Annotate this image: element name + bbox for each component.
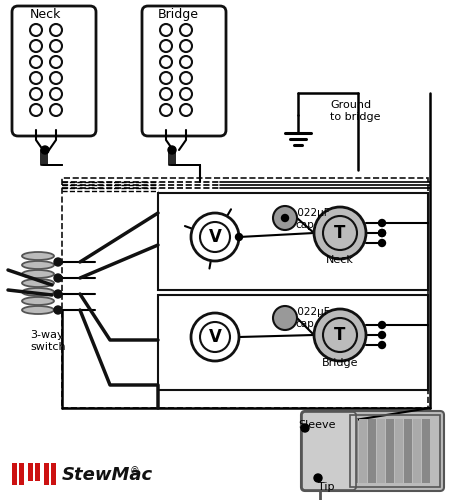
Bar — [62, 178, 427, 408]
Circle shape — [41, 146, 49, 154]
Circle shape — [54, 274, 62, 282]
Circle shape — [377, 322, 385, 328]
Bar — [158, 295, 427, 390]
Ellipse shape — [22, 288, 54, 296]
Bar — [403, 419, 411, 483]
Text: Neck: Neck — [325, 255, 353, 265]
Bar — [28, 463, 33, 481]
Circle shape — [179, 40, 192, 52]
Text: .022μF
cap.: .022μF cap. — [295, 307, 330, 328]
FancyBboxPatch shape — [12, 6, 96, 136]
Circle shape — [179, 24, 192, 36]
Text: 3-way
switch: 3-way switch — [30, 330, 65, 351]
Circle shape — [377, 220, 385, 226]
FancyBboxPatch shape — [142, 6, 226, 136]
Circle shape — [160, 72, 172, 84]
Circle shape — [50, 72, 62, 84]
Text: T: T — [334, 326, 345, 344]
Bar — [349, 415, 439, 487]
Text: Ground
to bridge: Ground to bridge — [329, 100, 380, 122]
Text: V: V — [208, 228, 221, 246]
Bar — [412, 419, 420, 483]
Circle shape — [300, 424, 308, 432]
Bar — [394, 419, 402, 483]
Text: Tip: Tip — [318, 482, 334, 492]
Circle shape — [191, 313, 239, 361]
Circle shape — [30, 24, 42, 36]
Circle shape — [30, 88, 42, 100]
Circle shape — [179, 104, 192, 116]
Circle shape — [377, 332, 385, 338]
Circle shape — [281, 214, 288, 222]
FancyBboxPatch shape — [301, 412, 355, 490]
Circle shape — [54, 306, 62, 314]
Circle shape — [30, 40, 42, 52]
Circle shape — [30, 56, 42, 68]
Circle shape — [272, 306, 296, 330]
Circle shape — [179, 56, 192, 68]
Circle shape — [235, 234, 242, 240]
Text: .022μF
cap.: .022μF cap. — [295, 208, 330, 230]
Text: ®: ® — [130, 466, 139, 476]
Circle shape — [377, 230, 385, 236]
Circle shape — [54, 258, 62, 266]
Bar — [44, 463, 49, 485]
Circle shape — [322, 216, 356, 250]
Circle shape — [377, 342, 385, 348]
Text: Sleeve: Sleeve — [297, 420, 335, 430]
Circle shape — [191, 213, 239, 261]
Ellipse shape — [22, 306, 54, 314]
Bar — [367, 419, 375, 483]
Circle shape — [322, 318, 356, 352]
Bar — [358, 419, 366, 483]
Circle shape — [160, 40, 172, 52]
Circle shape — [199, 222, 230, 252]
Circle shape — [50, 40, 62, 52]
Bar — [385, 419, 393, 483]
Bar — [19, 463, 24, 485]
Text: Bridge: Bridge — [321, 358, 358, 368]
Circle shape — [50, 88, 62, 100]
Circle shape — [377, 240, 385, 246]
Text: V: V — [208, 328, 221, 346]
Bar — [376, 419, 384, 483]
Circle shape — [179, 88, 192, 100]
Circle shape — [50, 24, 62, 36]
Circle shape — [30, 72, 42, 84]
Circle shape — [179, 72, 192, 84]
Circle shape — [313, 207, 365, 259]
Ellipse shape — [22, 252, 54, 260]
Ellipse shape — [22, 270, 54, 278]
Text: T: T — [334, 224, 345, 242]
Circle shape — [30, 104, 42, 116]
Bar — [349, 419, 357, 483]
Circle shape — [199, 322, 230, 352]
Ellipse shape — [22, 261, 54, 269]
Circle shape — [313, 309, 365, 361]
Circle shape — [168, 146, 175, 154]
Bar — [421, 419, 429, 483]
Bar — [35, 463, 40, 481]
Ellipse shape — [22, 279, 54, 287]
FancyBboxPatch shape — [300, 411, 443, 491]
Ellipse shape — [22, 297, 54, 305]
Circle shape — [160, 24, 172, 36]
Circle shape — [313, 474, 321, 482]
Circle shape — [50, 104, 62, 116]
Circle shape — [54, 290, 62, 298]
Circle shape — [50, 56, 62, 68]
Circle shape — [160, 104, 172, 116]
Bar — [12, 463, 17, 485]
Text: Neck: Neck — [29, 8, 60, 21]
Circle shape — [160, 56, 172, 68]
Circle shape — [272, 206, 296, 230]
Circle shape — [160, 88, 172, 100]
Circle shape — [377, 230, 385, 236]
Text: StewMac: StewMac — [62, 466, 153, 484]
Bar — [158, 193, 427, 290]
Text: Bridge: Bridge — [157, 8, 198, 21]
Bar — [51, 463, 56, 485]
